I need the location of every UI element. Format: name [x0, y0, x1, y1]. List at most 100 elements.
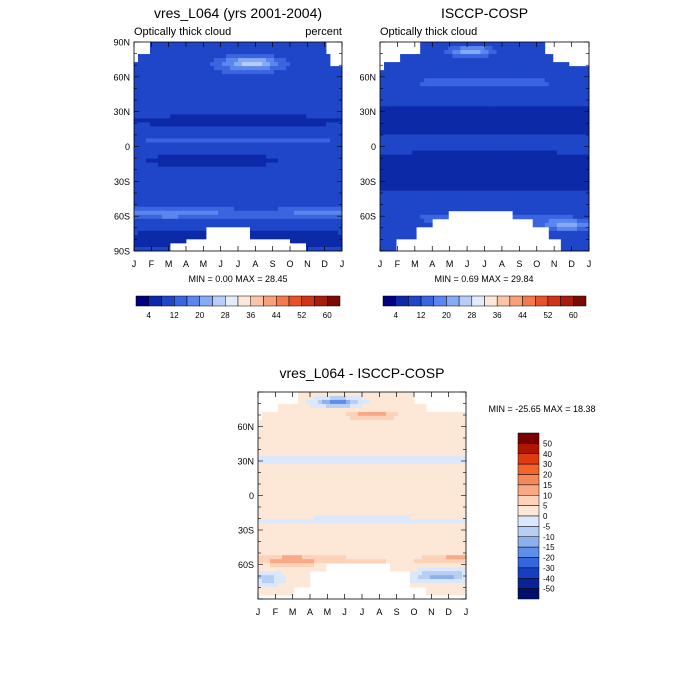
field-cell: [326, 54, 331, 59]
field-cell: [246, 82, 251, 87]
field-cell: [270, 130, 275, 135]
field-cell: [338, 210, 343, 216]
field-cell: [516, 214, 522, 220]
field-cell: [274, 154, 279, 159]
field-cell: [540, 218, 546, 224]
field-cell: [142, 230, 147, 236]
field-cell: [214, 198, 219, 204]
field-cell: [306, 114, 311, 119]
field-cell: [444, 50, 449, 55]
field-cell: [388, 150, 393, 155]
field-cell: [334, 94, 339, 99]
field-cell: [440, 198, 445, 204]
field-cell: [146, 118, 151, 123]
field-cell: [504, 42, 510, 47]
field-cell: [274, 94, 279, 99]
field-cell: [162, 142, 167, 147]
field-cell: [512, 170, 518, 176]
field-cell: [524, 114, 530, 119]
field-cell: [392, 182, 397, 188]
field-cell: [318, 230, 323, 236]
field-cell: [190, 170, 195, 176]
field-cell: [572, 218, 578, 224]
field-cell: [310, 182, 315, 188]
field-cell: [178, 178, 183, 184]
field-cell: [302, 42, 307, 47]
field-cell: [540, 58, 546, 63]
field-cell: [552, 166, 558, 172]
field-cell: [142, 238, 147, 244]
field-cell: [302, 86, 307, 91]
field-cell: [544, 162, 550, 167]
field-cell: [564, 226, 570, 232]
field-cell: [138, 150, 143, 155]
field-cell: [250, 62, 255, 67]
field-cell: [230, 218, 235, 224]
field-cell: [226, 178, 231, 184]
field-cell: [294, 70, 299, 75]
field-cell: [492, 70, 497, 75]
field-cell: [572, 146, 578, 151]
field-cell: [468, 170, 473, 176]
field-cell: [568, 162, 574, 167]
field-cell: [536, 78, 542, 83]
field-cell: [322, 42, 327, 47]
field-cell: [392, 166, 397, 172]
field-cell: [306, 158, 311, 163]
field-cell: [564, 154, 570, 159]
field-cell: [338, 206, 343, 212]
x-tick-label: F: [149, 259, 155, 269]
field-cell: [400, 190, 405, 196]
field-cell: [314, 166, 319, 172]
field-cell: [564, 222, 570, 228]
field-cell: [556, 142, 562, 147]
field-cell: [552, 222, 558, 228]
field-cell: [516, 206, 522, 212]
field-cell: [170, 66, 175, 71]
field-cell: [460, 122, 465, 127]
field-cell: [274, 182, 279, 188]
field-cell: [532, 186, 538, 192]
field-cell: [254, 222, 259, 228]
field-cell: [548, 194, 554, 200]
field-cell: [134, 218, 139, 224]
field-cell: [202, 110, 207, 115]
field-cell: [326, 106, 331, 111]
field-cell: [142, 86, 147, 91]
field-cell: [250, 46, 255, 51]
field-cell: [202, 202, 207, 208]
field-cell: [230, 66, 235, 71]
field-cell: [468, 42, 473, 47]
field-cell: [544, 174, 550, 180]
field-cell: [134, 170, 139, 176]
field-cell: [536, 202, 542, 208]
field-cell: [202, 70, 207, 75]
field-cell: [508, 74, 514, 79]
field-cell: [444, 134, 449, 139]
field-cell: [298, 186, 303, 192]
field-cell: [492, 190, 497, 196]
field-cell: [270, 150, 275, 155]
field-cell: [314, 190, 319, 196]
field-cell: [524, 186, 530, 192]
field-cell: [222, 170, 227, 176]
field-cell: [440, 182, 445, 188]
y-tick-label: 90N: [113, 38, 130, 48]
field-cell: [468, 114, 473, 119]
field-cell: [496, 150, 501, 155]
field-cell: [524, 74, 530, 79]
field-cell: [460, 42, 465, 47]
field-cell: [512, 106, 518, 111]
field-cell: [286, 214, 291, 220]
field-cell: [500, 42, 505, 47]
field-cell: [142, 94, 147, 99]
field-cell: [162, 90, 167, 95]
field-cell: [274, 158, 279, 163]
field-cell: [584, 78, 590, 83]
field-cell: [330, 222, 335, 228]
field-cell: [278, 114, 283, 119]
field-cell: [146, 234, 151, 240]
field-cell: [178, 162, 183, 167]
field-cell: [488, 94, 493, 99]
field-cell: [198, 62, 203, 67]
